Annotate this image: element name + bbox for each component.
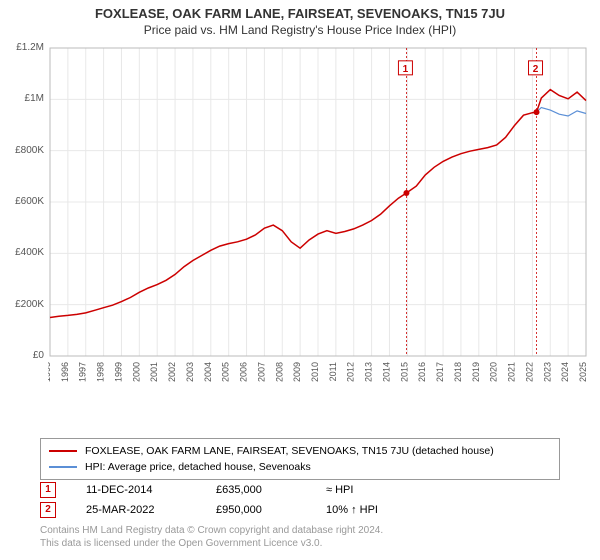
transaction-date: 25-MAR-2022 bbox=[86, 500, 186, 520]
svg-text:2007: 2007 bbox=[256, 362, 266, 382]
svg-text:2012: 2012 bbox=[346, 362, 356, 382]
footer-line1: Contains HM Land Registry data © Crown c… bbox=[40, 524, 383, 537]
svg-text:2020: 2020 bbox=[489, 362, 499, 382]
svg-text:1: 1 bbox=[403, 64, 409, 75]
y-axis-label: £0 bbox=[0, 350, 44, 361]
transaction-price: £635,000 bbox=[216, 480, 296, 500]
y-axis-label: £800K bbox=[0, 145, 44, 156]
svg-text:2022: 2022 bbox=[524, 362, 534, 382]
price-chart: 1 2 1995 1996 1997 1998 1999 2000 2001 2002 2003 20… bbox=[48, 46, 588, 396]
svg-text:2015: 2015 bbox=[399, 362, 409, 382]
svg-text:2013: 2013 bbox=[364, 362, 374, 382]
transaction-price: £950,000 bbox=[216, 500, 296, 520]
svg-text:2017: 2017 bbox=[435, 362, 445, 382]
transaction-row: 2 25-MAR-2022 £950,000 10% ↑ HPI bbox=[40, 500, 406, 520]
svg-text:2008: 2008 bbox=[274, 362, 284, 382]
y-axis-label: £1M bbox=[0, 93, 44, 104]
footer-line2: This data is licensed under the Open Gov… bbox=[40, 537, 383, 550]
chart-subtitle: Price paid vs. HM Land Registry's House … bbox=[0, 21, 600, 41]
y-axis-label: £1.2M bbox=[0, 42, 44, 53]
svg-text:2: 2 bbox=[533, 64, 539, 75]
svg-text:2024: 2024 bbox=[560, 362, 570, 382]
svg-text:2010: 2010 bbox=[310, 362, 320, 382]
svg-text:2011: 2011 bbox=[328, 362, 338, 381]
transaction-delta: 10% ↑ HPI bbox=[326, 500, 406, 520]
legend-label: HPI: Average price, detached house, Seve… bbox=[85, 459, 311, 475]
svg-text:2021: 2021 bbox=[507, 362, 517, 382]
svg-text:2002: 2002 bbox=[167, 362, 177, 382]
svg-text:2004: 2004 bbox=[203, 362, 213, 382]
legend: FOXLEASE, OAK FARM LANE, FAIRSEAT, SEVEN… bbox=[40, 438, 560, 480]
legend-swatch bbox=[49, 466, 77, 468]
legend-label: FOXLEASE, OAK FARM LANE, FAIRSEAT, SEVEN… bbox=[85, 443, 494, 459]
y-axis-label: £600K bbox=[0, 196, 44, 207]
footer-attribution: Contains HM Land Registry data © Crown c… bbox=[40, 524, 383, 550]
transaction-table: 1 11-DEC-2014 £635,000 ≈ HPI 2 25-MAR-2022 £95… bbox=[40, 480, 406, 520]
svg-text:1999: 1999 bbox=[113, 362, 123, 382]
svg-text:2005: 2005 bbox=[221, 362, 231, 382]
svg-text:2025: 2025 bbox=[578, 362, 588, 382]
transaction-marker: 2 bbox=[40, 502, 56, 518]
svg-text:2000: 2000 bbox=[131, 362, 141, 382]
svg-text:2023: 2023 bbox=[542, 362, 552, 382]
transaction-delta: ≈ HPI bbox=[326, 480, 406, 500]
legend-item: FOXLEASE, OAK FARM LANE, FAIRSEAT, SEVEN… bbox=[49, 443, 551, 459]
svg-text:2016: 2016 bbox=[417, 362, 427, 382]
chart-title: FOXLEASE, OAK FARM LANE, FAIRSEAT, SEVEN… bbox=[0, 0, 600, 21]
svg-text:2014: 2014 bbox=[381, 362, 391, 382]
svg-text:2009: 2009 bbox=[292, 362, 302, 382]
svg-text:2019: 2019 bbox=[471, 362, 481, 382]
y-axis-label: £200K bbox=[0, 299, 44, 310]
transaction-date: 11-DEC-2014 bbox=[86, 480, 186, 500]
svg-text:2018: 2018 bbox=[453, 362, 463, 382]
transaction-marker: 1 bbox=[40, 482, 56, 498]
svg-text:1997: 1997 bbox=[78, 362, 88, 382]
svg-text:1998: 1998 bbox=[96, 362, 106, 382]
transaction-row: 1 11-DEC-2014 £635,000 ≈ HPI bbox=[40, 480, 406, 500]
legend-item: HPI: Average price, detached house, Seve… bbox=[49, 459, 551, 475]
y-axis-label: £400K bbox=[0, 247, 44, 258]
svg-text:2006: 2006 bbox=[239, 362, 249, 382]
svg-text:1995: 1995 bbox=[48, 362, 52, 382]
legend-swatch bbox=[49, 450, 77, 452]
svg-text:2001: 2001 bbox=[149, 362, 159, 382]
svg-text:2003: 2003 bbox=[185, 362, 195, 382]
svg-text:1996: 1996 bbox=[60, 362, 70, 382]
